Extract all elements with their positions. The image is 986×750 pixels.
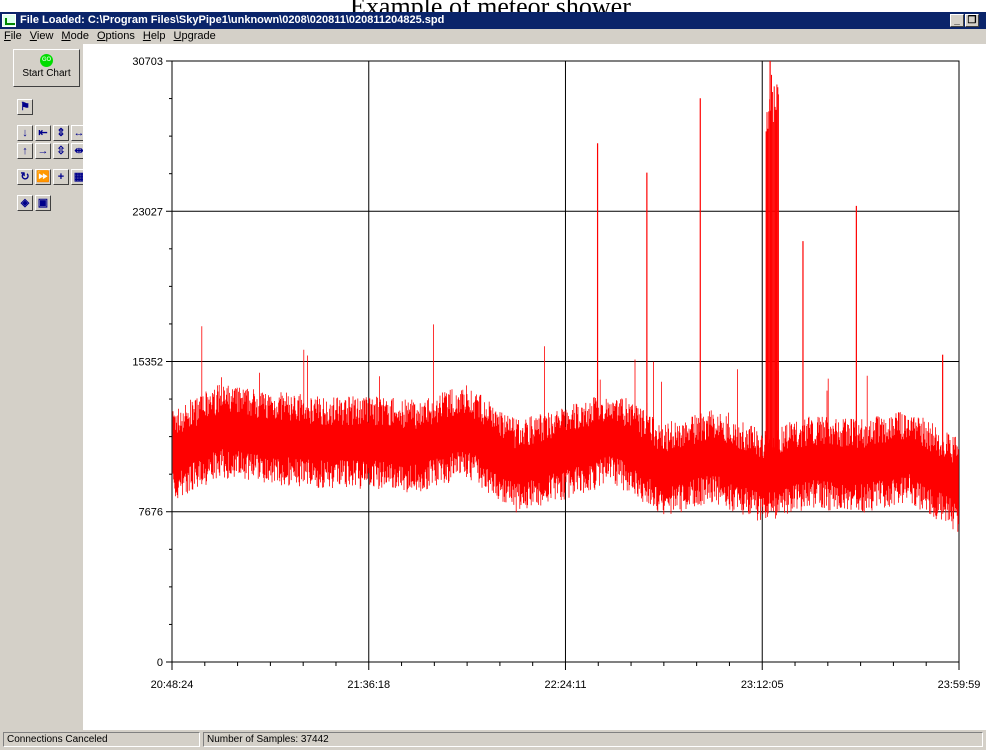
document-caption: Example of meteor shower. (0, 0, 986, 12)
expand-vertical-icon[interactable]: ⇕ (53, 125, 69, 141)
y-tick-label: 7676 (139, 507, 163, 519)
x-tick-label: 23:59:59 (938, 679, 981, 691)
arrow-up-icon[interactable]: ↑ (17, 143, 33, 159)
refresh-icon[interactable]: ↻ (17, 169, 33, 185)
app-chart-icon[interactable] (2, 14, 16, 27)
center-icon[interactable]: ◈ (17, 195, 33, 211)
go-icon: GO (40, 54, 53, 67)
start-chart-label: Start Chart (22, 68, 71, 79)
title-bar: File Loaded: C:\Program Files\SkyPipe1\u… (0, 12, 986, 29)
x-tick-label: 22:24:11 (544, 679, 586, 691)
menu-mode[interactable]: Mode (61, 30, 89, 42)
y-tick-label: 23027 (132, 206, 163, 218)
fast-forward-icon[interactable]: ⏩ (35, 169, 51, 185)
connection-status: Connections Canceled (3, 732, 200, 747)
window-title: File Loaded: C:\Program Files\SkyPipe1\u… (20, 14, 445, 26)
menu-upgrade[interactable]: Upgrade (173, 30, 216, 42)
y-tick-label: 30703 (132, 56, 163, 68)
arrow-down-icon[interactable]: ↓ (17, 125, 33, 141)
menu-view[interactable]: View (29, 30, 54, 42)
sample-count: Number of Samples: 37442 (203, 732, 983, 747)
crosshair-icon[interactable]: + (53, 169, 69, 185)
status-bar: Connections Canceled Number of Samples: … (0, 730, 986, 750)
menu-help[interactable]: Help (142, 30, 166, 42)
x-tick-label: 20:48:24 (151, 679, 194, 691)
scroll-left-icon[interactable]: ⇤ (35, 125, 51, 141)
save-flag-icon[interactable]: ⚑ (17, 99, 33, 115)
y-tick-label: 0 (157, 657, 163, 669)
start-chart-button[interactable]: GO Start Chart (13, 49, 80, 87)
x-tick-label: 23:12:05 (741, 679, 784, 691)
select-box-icon[interactable]: ▣ (35, 195, 51, 211)
menu-bar: File View Mode Options Help Upgrade (0, 29, 986, 44)
signal-trace (172, 324, 959, 532)
strip-chart[interactable]: 30703 23027 15352 7676 0 20:48:24 21:36:18 22:2… (83, 44, 986, 730)
compress-vertical-icon[interactable]: ⇳ (53, 143, 69, 159)
menu-file[interactable]: File (4, 30, 22, 42)
tool-panel: GO Start Chart ⚑ ↓ ⇤ ⇕ ↔ ↑ → ⇳ ⇹ ↻ ⏩ + ▦… (0, 44, 87, 730)
y-tick-label: 15352 (132, 356, 163, 368)
x-tick-label: 21:36:18 (347, 679, 390, 691)
menu-options[interactable]: Options (96, 30, 135, 42)
chart-area[interactable]: 30703 23027 15352 7676 0 20:48:24 21:36:18 22:2… (83, 44, 986, 730)
arrow-right-icon[interactable]: → (35, 143, 51, 159)
minimize-icon[interactable]: _ (950, 14, 964, 27)
restore-icon[interactable]: ❐ (965, 14, 979, 27)
